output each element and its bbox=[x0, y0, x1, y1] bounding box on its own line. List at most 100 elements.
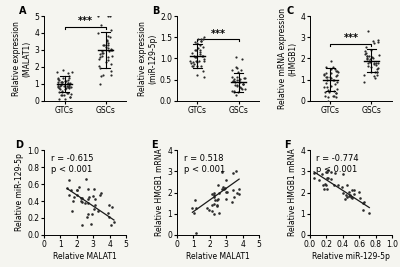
Point bbox=[57, 83, 64, 87]
Point bbox=[330, 78, 336, 82]
Point bbox=[234, 78, 240, 83]
Point bbox=[343, 193, 349, 197]
Point bbox=[191, 61, 198, 66]
Point bbox=[340, 172, 346, 176]
Point bbox=[333, 95, 339, 100]
Y-axis label: Relative mRNA expression
(HMGB1): Relative mRNA expression (HMGB1) bbox=[278, 8, 298, 109]
Point bbox=[61, 84, 68, 88]
Point bbox=[324, 75, 330, 80]
Text: ***: *** bbox=[78, 16, 92, 26]
Point bbox=[325, 95, 331, 99]
Point bbox=[327, 177, 334, 182]
Point bbox=[214, 204, 220, 208]
Point bbox=[221, 187, 227, 191]
Point bbox=[214, 183, 221, 187]
Point bbox=[238, 87, 245, 91]
Point bbox=[86, 195, 93, 199]
Text: D: D bbox=[15, 140, 23, 150]
Point bbox=[196, 43, 203, 47]
Point bbox=[224, 190, 230, 194]
Point bbox=[109, 205, 116, 209]
Point bbox=[79, 223, 86, 227]
Point bbox=[332, 171, 338, 175]
Point bbox=[66, 178, 72, 182]
Point bbox=[237, 77, 244, 81]
Point bbox=[54, 82, 61, 86]
Point bbox=[371, 61, 377, 66]
Point bbox=[59, 93, 65, 97]
Point bbox=[235, 70, 242, 74]
Point bbox=[234, 191, 241, 195]
Point bbox=[325, 168, 331, 172]
Point bbox=[332, 82, 338, 86]
Point bbox=[108, 47, 115, 51]
Point bbox=[105, 42, 112, 47]
Point bbox=[369, 55, 376, 59]
Point bbox=[79, 196, 85, 200]
Point bbox=[92, 203, 98, 207]
Point bbox=[346, 190, 352, 194]
Point bbox=[327, 170, 334, 174]
Point bbox=[228, 68, 235, 72]
Point bbox=[65, 70, 71, 75]
Point bbox=[348, 188, 355, 192]
Point bbox=[334, 87, 340, 91]
Point bbox=[322, 89, 328, 94]
Text: A: A bbox=[19, 6, 27, 16]
Point bbox=[218, 170, 225, 174]
Point bbox=[324, 176, 331, 180]
Point bbox=[236, 191, 242, 196]
Point bbox=[234, 66, 240, 70]
Point bbox=[371, 41, 378, 45]
Point bbox=[191, 54, 198, 58]
Point bbox=[58, 89, 65, 93]
Point bbox=[374, 69, 380, 74]
Point bbox=[79, 200, 85, 204]
Text: r = -0.774: r = -0.774 bbox=[316, 154, 359, 163]
Point bbox=[325, 87, 331, 92]
Point bbox=[190, 64, 196, 68]
Point bbox=[334, 73, 340, 77]
Point bbox=[374, 70, 380, 74]
Point bbox=[68, 85, 74, 89]
Point bbox=[100, 42, 106, 47]
Point bbox=[84, 215, 90, 219]
Point bbox=[231, 90, 238, 94]
Point bbox=[366, 211, 372, 215]
Point bbox=[108, 48, 115, 53]
Point bbox=[100, 73, 106, 77]
Point bbox=[374, 67, 380, 71]
Point bbox=[363, 45, 369, 49]
Point bbox=[66, 74, 72, 78]
Point bbox=[328, 84, 334, 88]
Y-axis label: Relative HMGB1 mRNA: Relative HMGB1 mRNA bbox=[156, 149, 164, 236]
Point bbox=[320, 72, 327, 76]
Point bbox=[211, 195, 217, 199]
Point bbox=[102, 60, 109, 65]
Point bbox=[210, 191, 217, 195]
Point bbox=[333, 91, 339, 95]
Point bbox=[330, 65, 336, 69]
Point bbox=[201, 35, 208, 39]
Point bbox=[233, 93, 240, 97]
Point bbox=[198, 38, 204, 43]
Point bbox=[188, 61, 194, 65]
Point bbox=[98, 54, 105, 58]
Point bbox=[334, 80, 340, 84]
Point bbox=[65, 85, 72, 90]
Point bbox=[230, 77, 237, 81]
Point bbox=[222, 190, 229, 195]
Point bbox=[88, 222, 94, 227]
Point bbox=[366, 58, 372, 63]
Point bbox=[338, 185, 345, 189]
Point bbox=[233, 169, 240, 173]
Text: ***: *** bbox=[344, 33, 358, 43]
Point bbox=[70, 199, 76, 203]
Point bbox=[240, 82, 246, 86]
Point bbox=[62, 79, 69, 83]
Point bbox=[372, 69, 378, 74]
Point bbox=[101, 43, 107, 48]
Point bbox=[364, 56, 371, 60]
Point bbox=[97, 23, 104, 27]
Point bbox=[104, 34, 111, 38]
